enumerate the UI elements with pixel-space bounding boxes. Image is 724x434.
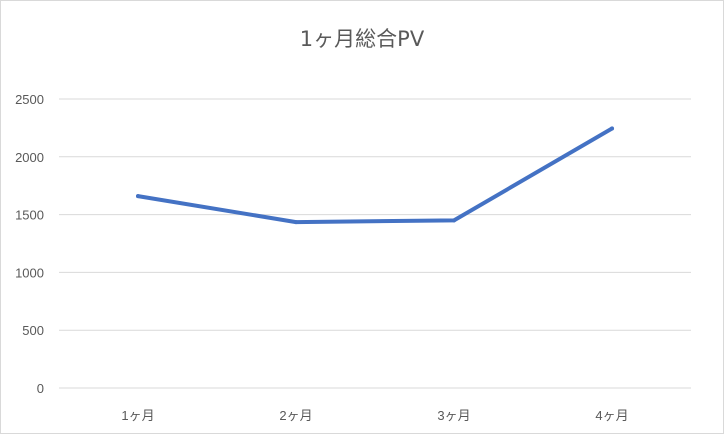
series-line [136,126,614,225]
y-tick-label: 2000 [15,150,44,165]
x-tick-label: 3ヶ月 [437,408,470,423]
y-tick-label: 1500 [15,208,44,223]
data-point [136,194,140,199]
x-tick-label: 2ヶ月 [279,408,312,423]
data-point [452,218,456,223]
x-tick-label: 4ヶ月 [595,408,628,423]
chart-title: 1ヶ月総合PV [299,27,425,51]
data-point [294,220,298,225]
y-tick-label: 500 [22,323,44,338]
x-tick-label: 1ヶ月 [121,408,154,423]
y-tick-label: 1000 [15,265,44,280]
y-tick-label: 0 [37,381,44,396]
y-tick-label: 2500 [15,92,44,107]
data-point [610,126,614,131]
